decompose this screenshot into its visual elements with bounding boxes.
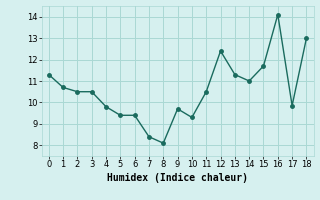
X-axis label: Humidex (Indice chaleur): Humidex (Indice chaleur)	[107, 173, 248, 183]
